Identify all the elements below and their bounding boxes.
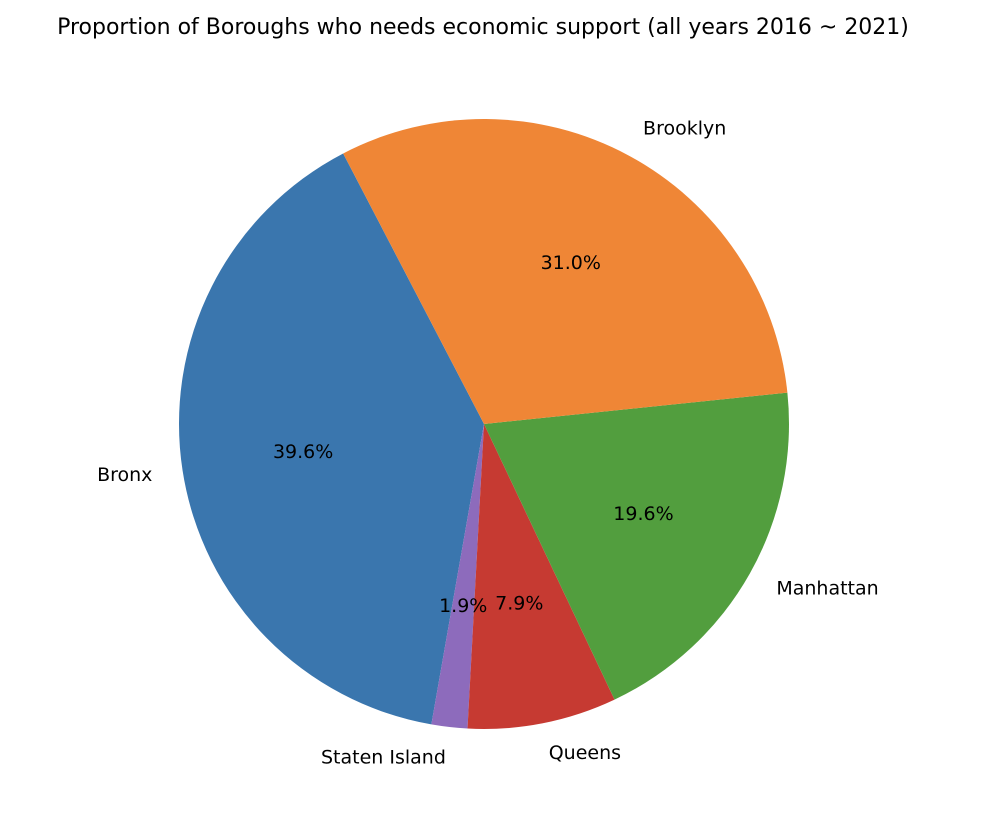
percent-label-staten-island: 1.9%	[439, 595, 487, 617]
category-label-bronx: Bronx	[97, 464, 152, 486]
category-labels: Bronx Staten Island Queens Manhattan Brookly…	[97, 118, 879, 769]
percent-label-queens: 7.9%	[495, 593, 543, 615]
chart-title: Proportion of Boroughs who needs economi…	[57, 15, 909, 40]
slice-bronx	[178, 153, 484, 725]
slice-queens	[467, 424, 615, 729]
pie-slices	[178, 119, 789, 729]
slice-staten-island	[431, 424, 484, 729]
percent-label-brooklyn: 31.0%	[541, 252, 601, 274]
category-label-brooklyn: Brooklyn	[643, 118, 726, 140]
category-label-queens: Queens	[549, 742, 621, 764]
percent-label-bronx: 39.6%	[273, 441, 333, 463]
category-label-staten-island: Staten Island	[321, 746, 446, 768]
slice-manhattan	[484, 392, 789, 700]
percent-label-manhattan: 19.6%	[613, 503, 673, 525]
slice-brooklyn	[343, 119, 788, 425]
category-label-manhattan: Manhattan	[776, 578, 878, 600]
percent-labels: 39.6% 1.9% 7.9% 19.6% 31.0%	[273, 252, 674, 617]
